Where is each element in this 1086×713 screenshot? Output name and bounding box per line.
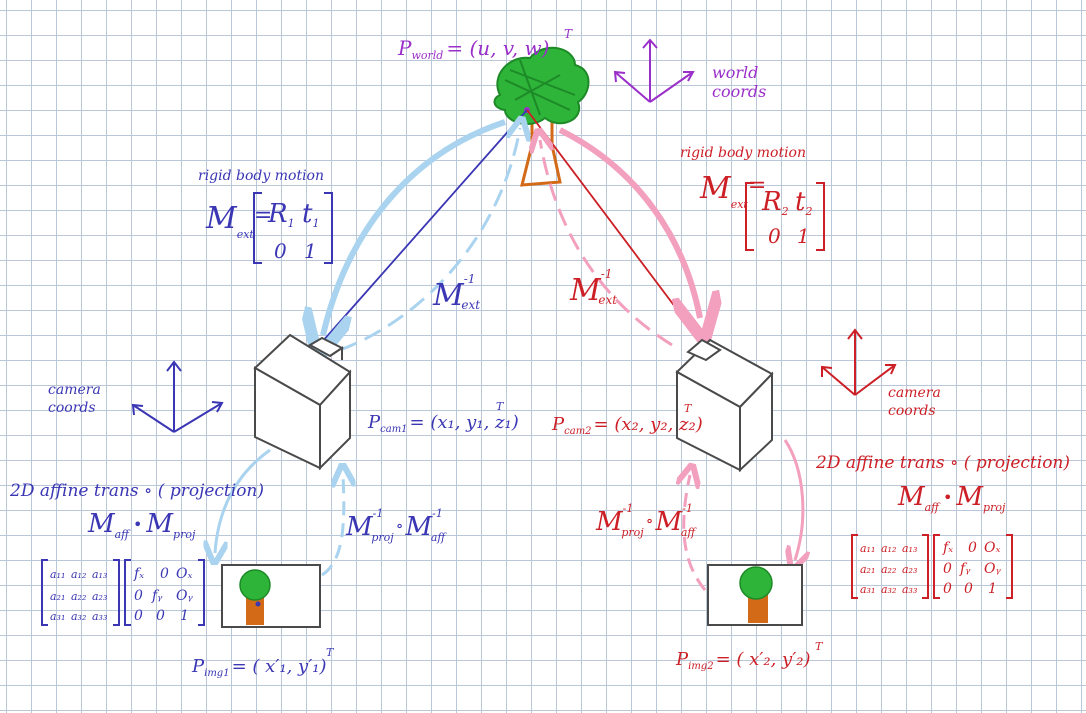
- left-pimg-transpose: T: [326, 646, 335, 659]
- right-pcam-transpose: T: [684, 402, 693, 415]
- left-ext-inverse: M-1 ext: [432, 272, 480, 313]
- world-tree: [493, 46, 590, 187]
- right-ext-inverse: M-1 ext: [569, 267, 617, 308]
- left-matrix-R: R1: [267, 199, 295, 230]
- right-matrix-R: R2: [761, 187, 789, 218]
- left-camera-coords-line1: camera: [48, 382, 101, 398]
- left-a22: a₂₂: [71, 590, 86, 603]
- right-ext-inverse-arrow: [540, 140, 673, 347]
- left-matrix-0: 0: [274, 239, 287, 263]
- right-ext-M: Mext=: [699, 171, 766, 211]
- right-affine-label: 2D affine trans ∘ ( projection): [815, 453, 1070, 473]
- right-k31: 0: [943, 581, 952, 597]
- left-k31: 0: [134, 608, 143, 624]
- right-matrix-0: 0: [768, 224, 781, 248]
- left-camera-coords-line2: coords: [48, 400, 96, 416]
- right-a32: a₃₂: [881, 583, 896, 596]
- right-a33: a₃₃: [902, 583, 917, 596]
- right-a13: a₁₃: [902, 542, 917, 555]
- left-k-matrix: fₓ 0 Oₓ 0 fᵧ Oᵧ 0 0 1: [133, 566, 193, 624]
- left-pimg-label: Pimg1 = ( x′₁, y′₁): [191, 656, 327, 679]
- right-a11: a₁₁: [860, 542, 875, 555]
- left-projection-ray: [321, 109, 528, 343]
- left-k32: 0: [156, 608, 165, 624]
- right-k33: 1: [988, 581, 997, 597]
- world-point-label: Pworld = (u, v, w): [397, 36, 549, 62]
- left-a21: a₂₁: [50, 590, 65, 603]
- left-ext-M: Mext=: [205, 201, 272, 241]
- left-a33: a₃₃: [92, 610, 107, 623]
- left-camera: [253, 333, 352, 471]
- world-coords-line1: world: [712, 63, 758, 82]
- right-amatrix-brackets: [851, 534, 1013, 599]
- left-k13: Oₓ: [176, 566, 192, 582]
- right-camera-axes: [821, 328, 897, 396]
- left-k23: Oᵧ: [176, 588, 193, 604]
- left-k33: 1: [180, 608, 189, 624]
- right-a31: a₃₁: [860, 583, 875, 596]
- left-a13: a₁₃: [92, 568, 107, 581]
- right-k11: fₓ: [942, 540, 953, 556]
- right-k32: 0: [964, 581, 973, 597]
- right-a21: a₂₁: [860, 563, 875, 576]
- left-camera-axes: [131, 360, 224, 433]
- left-affine-formula: Maff• Mproj: [87, 509, 196, 541]
- left-ext-inverse-arrow: [339, 128, 520, 352]
- left-a11: a₁₁: [50, 568, 65, 581]
- right-camera: [675, 338, 774, 473]
- right-camera-coords-line2: coords: [888, 403, 936, 419]
- left-a31: a₃₁: [50, 610, 65, 623]
- left-affine-arrow: [215, 448, 271, 553]
- right-a12: a₁₂: [881, 542, 896, 555]
- right-k23: Oᵧ: [984, 561, 1001, 577]
- right-affine-formula: Maff• Mproj: [897, 482, 1006, 514]
- left-a32: a₃₂: [71, 610, 86, 623]
- right-inverse-projection: M-1 proj∘M-1 aff: [595, 502, 697, 539]
- left-ext-arrow: [323, 119, 506, 335]
- right-affine-arrow: [783, 439, 803, 560]
- left-affine-label: 2D affine trans ∘ ( projection): [9, 481, 264, 501]
- left-a23: a₂₃: [92, 590, 107, 603]
- world-transpose: T: [564, 27, 573, 41]
- right-camera-coords-line1: camera: [888, 385, 941, 401]
- right-k-matrix: fₓ 0 Oₓ 0 fᵧ Oᵧ 0 0 1: [942, 540, 1001, 597]
- right-k13: Oₓ: [984, 540, 1000, 556]
- left-pcam-transpose: T: [496, 400, 505, 413]
- world-coords-line2: coords: [712, 82, 766, 101]
- left-a12: a₁₂: [71, 568, 86, 581]
- left-matrix-1: 1: [304, 239, 317, 263]
- left-matrix-t: t1: [302, 199, 319, 230]
- right-ext-matrix-brackets: [745, 182, 825, 251]
- right-affine-inverse-arrow: [684, 475, 707, 591]
- right-a22: a₂₂: [881, 563, 896, 576]
- right-matrix-1: 1: [797, 224, 810, 248]
- right-image-plane: [707, 564, 803, 626]
- left-amatrix-brackets: [41, 559, 205, 626]
- world-coords-axes: [613, 38, 695, 103]
- right-ext-arrow: [558, 127, 700, 318]
- left-k12: 0: [160, 566, 169, 582]
- left-k21: 0: [134, 588, 143, 604]
- left-rigid-label: rigid body motion: [198, 168, 324, 184]
- left-pcam-label: Pcam1 = (x₁, y₁, z₁): [367, 412, 519, 435]
- left-ext-matrix-brackets: [253, 192, 333, 264]
- right-pimg-label: Pimg2 = ( x′₂, y′₂): [675, 649, 811, 672]
- right-pimg-transpose: T: [815, 640, 824, 653]
- right-projection-ray: [526, 109, 701, 341]
- left-image-plane: [221, 564, 321, 628]
- right-k22: fᵧ: [959, 561, 971, 577]
- left-k22: fᵧ: [151, 588, 163, 604]
- right-matrix-t: t2: [795, 187, 812, 218]
- right-pcam-label: Pcam2 = (x₂, y₂, z₂): [551, 414, 703, 437]
- right-k21: 0: [943, 561, 952, 577]
- right-a23: a₂₃: [902, 563, 917, 576]
- left-affine-inverse-arrow: [321, 475, 344, 577]
- right-rigid-label: rigid body motion: [680, 145, 806, 161]
- left-inverse-projection: M-1 proj∘M-1 aff: [345, 507, 447, 544]
- right-a-matrix: a₁₁ a₁₂ a₁₃ a₂₁ a₂₂ a₂₃ a₃₁ a₃₂ a₃₃: [860, 542, 917, 596]
- right-k12: 0: [968, 540, 977, 556]
- left-k11: fₓ: [133, 566, 144, 582]
- left-a-matrix: a₁₁ a₁₂ a₁₃ a₂₁ a₂₂ a₂₃ a₃₁ a₃₂ a₃₃: [50, 568, 107, 623]
